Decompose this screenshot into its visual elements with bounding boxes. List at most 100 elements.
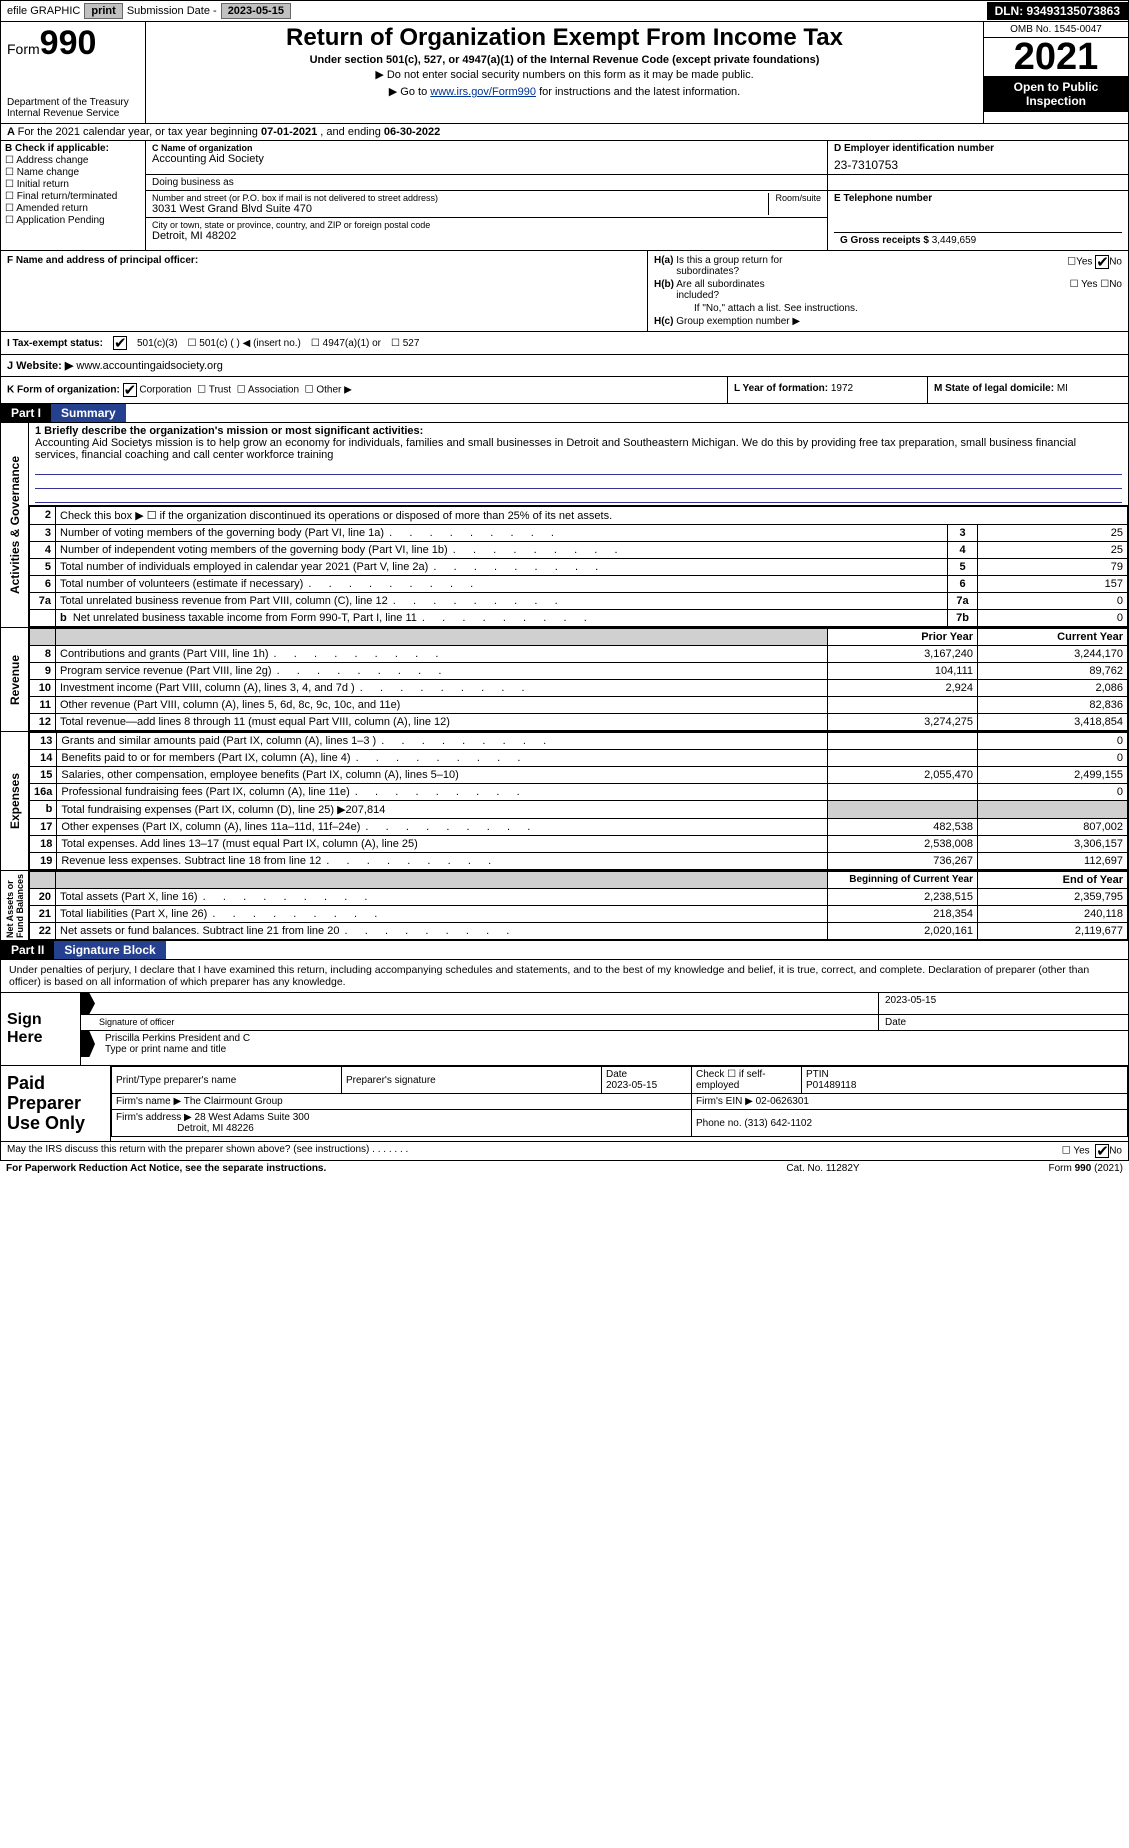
line8: Contributions and grants (Part VIII, lin… — [56, 646, 828, 663]
line11: Other revenue (Part VIII, column (A), li… — [56, 697, 828, 714]
org-info-block: B Check if applicable: Address change Na… — [0, 141, 1129, 251]
line7b: b Net unrelated business taxable income … — [56, 610, 948, 627]
self-employed: Check ☐ if self-employed — [692, 1067, 802, 1094]
line15: Salaries, other compensation, employee b… — [57, 767, 828, 784]
chk-address-change[interactable]: Address change — [5, 155, 141, 166]
street-value: 3031 West Grand Blvd Suite 470 — [152, 203, 438, 215]
activities-governance-section: Activities & Governance 1 Briefly descri… — [0, 423, 1129, 628]
c9: 89,762 — [978, 663, 1128, 680]
sig-date: 2023-05-15 — [878, 993, 1128, 1014]
c20: 2,359,795 — [978, 889, 1128, 906]
dba-label: Doing business as — [152, 177, 821, 188]
val4: 25 — [978, 542, 1128, 559]
chk-corporation[interactable] — [123, 383, 137, 397]
p12: 3,274,275 — [828, 714, 978, 731]
mission-text: Accounting Aid Societys mission is to he… — [35, 437, 1076, 461]
p22: 2,020,161 — [828, 923, 978, 940]
ha-answer: ☐Yes No — [1067, 255, 1122, 277]
klm-row: K Form of organization: Corporation ☐ Tr… — [0, 377, 1129, 404]
efile-topbar: efile GRAPHIC print Submission Date - 20… — [0, 0, 1129, 22]
p14 — [828, 750, 978, 767]
side-rev-label: Revenue — [8, 654, 22, 704]
org-name: Accounting Aid Society — [152, 153, 821, 165]
line17: Other expenses (Part IX, column (A), lin… — [57, 819, 828, 836]
discuss-no-check — [1095, 1144, 1109, 1158]
city-value: Detroit, MI 48202 — [152, 230, 821, 242]
officer-name: Priscilla Perkins President and C — [105, 1033, 1122, 1044]
expenses-section: Expenses 13Grants and similar amounts pa… — [0, 732, 1129, 871]
fh-block: F Name and address of principal officer:… — [0, 251, 1129, 332]
line16b: Total fundraising expenses (Part IX, col… — [57, 801, 828, 819]
paid-preparer-label: Paid Preparer Use Only — [1, 1066, 111, 1141]
sig-date-label: Date — [878, 1015, 1128, 1030]
form-title: Return of Organization Exempt From Incom… — [152, 24, 977, 52]
c11: 82,836 — [978, 697, 1128, 714]
line20: Total assets (Part X, line 16) — [56, 889, 828, 906]
chk-501c3[interactable] — [113, 336, 127, 350]
val7b: 0 — [978, 610, 1128, 627]
prep-sig-hdr: Preparer's signature — [342, 1067, 602, 1094]
phone-label: E Telephone number — [834, 193, 932, 204]
p13 — [828, 733, 978, 750]
val7a: 0 — [978, 593, 1128, 610]
chk-initial-return[interactable]: Initial return — [5, 179, 141, 190]
p21: 218,354 — [828, 906, 978, 923]
sign-here-label: Sign Here — [1, 993, 81, 1065]
room-label: Room/suite — [768, 193, 821, 215]
form-header: Form990 Department of the Treasury Inter… — [0, 22, 1129, 124]
efile-label: efile GRAPHIC — [7, 5, 80, 17]
p17: 482,538 — [828, 819, 978, 836]
line3: Number of voting members of the governin… — [56, 525, 948, 542]
line18: Total expenses. Add lines 13–17 (must eq… — [57, 836, 828, 853]
street-label: Number and street (or P.O. box if mail i… — [152, 193, 438, 203]
dept-treasury: Department of the Treasury Internal Reve… — [7, 97, 139, 119]
chk-app-pending[interactable]: Application Pending — [5, 215, 141, 226]
p10: 2,924 — [828, 680, 978, 697]
irs-link[interactable]: www.irs.gov/Form990 — [430, 86, 536, 98]
c18: 3,306,157 — [978, 836, 1128, 853]
c15: 2,499,155 — [978, 767, 1128, 784]
c8: 3,244,170 — [978, 646, 1128, 663]
c10: 2,086 — [978, 680, 1128, 697]
form-number: Form990 — [7, 24, 139, 63]
c19: 112,697 — [978, 853, 1128, 870]
boy-hdr: Beginning of Current Year — [828, 872, 978, 889]
website-value[interactable]: www.accountingaidsociety.org — [73, 360, 223, 372]
side-exp-label: Expenses — [8, 773, 22, 829]
chk-final-return[interactable]: Final return/terminated — [5, 191, 141, 202]
chk-amended[interactable]: Amended return — [5, 203, 141, 214]
net-assets-section: Net Assets or Fund Balances Beginning of… — [0, 871, 1129, 941]
prior-year-hdr: Prior Year — [828, 629, 978, 646]
mission-block: 1 Briefly describe the organization's mi… — [29, 423, 1128, 506]
principal-officer-label: F Name and address of principal officer: — [7, 255, 198, 266]
pra-notice: For Paperwork Reduction Act Notice, see … — [6, 1163, 723, 1174]
form-ref: Form 990 (2021) — [923, 1163, 1123, 1174]
arrow-icon — [81, 1031, 95, 1057]
org-name-cell: C Name of organization Accounting Aid So… — [146, 141, 828, 174]
dln: DLN: 93493135073863 — [987, 2, 1128, 20]
prep-name-hdr: Print/Type preparer's name — [112, 1067, 342, 1094]
submission-date: 2023-05-15 — [221, 3, 291, 19]
open-to-public: Open to Public Inspection — [984, 76, 1128, 112]
p15: 2,055,470 — [828, 767, 978, 784]
firm-addr: 28 West Adams Suite 300 — [195, 1112, 310, 1123]
year-formation: 1972 — [831, 383, 853, 394]
chk-name-change[interactable]: Name change — [5, 167, 141, 178]
sig-officer-label: Signature of officer — [81, 1015, 878, 1030]
c16a: 0 — [978, 784, 1128, 801]
firm-ein: 02-0626301 — [756, 1096, 809, 1107]
firm-addr2: Detroit, MI 48226 — [177, 1123, 254, 1134]
line10: Investment income (Part VIII, column (A)… — [56, 680, 828, 697]
line5: Total number of individuals employed in … — [56, 559, 948, 576]
submission-date-label: Submission Date - — [127, 5, 217, 17]
firm-phone: (313) 642-1102 — [744, 1118, 812, 1129]
ein-value: 23-7310753 — [834, 158, 1122, 172]
website-row: J Website: ▶ www.accountingaidsociety.or… — [0, 355, 1129, 377]
c21: 240,118 — [978, 906, 1128, 923]
revenue-section: Revenue Prior YearCurrent Year 8Contribu… — [0, 628, 1129, 732]
ha-no-check — [1095, 255, 1109, 269]
print-button[interactable]: print — [84, 3, 122, 19]
c14: 0 — [978, 750, 1128, 767]
side-gov-label: Activities & Governance — [8, 456, 22, 594]
line16a: Professional fundraising fees (Part IX, … — [57, 784, 828, 801]
